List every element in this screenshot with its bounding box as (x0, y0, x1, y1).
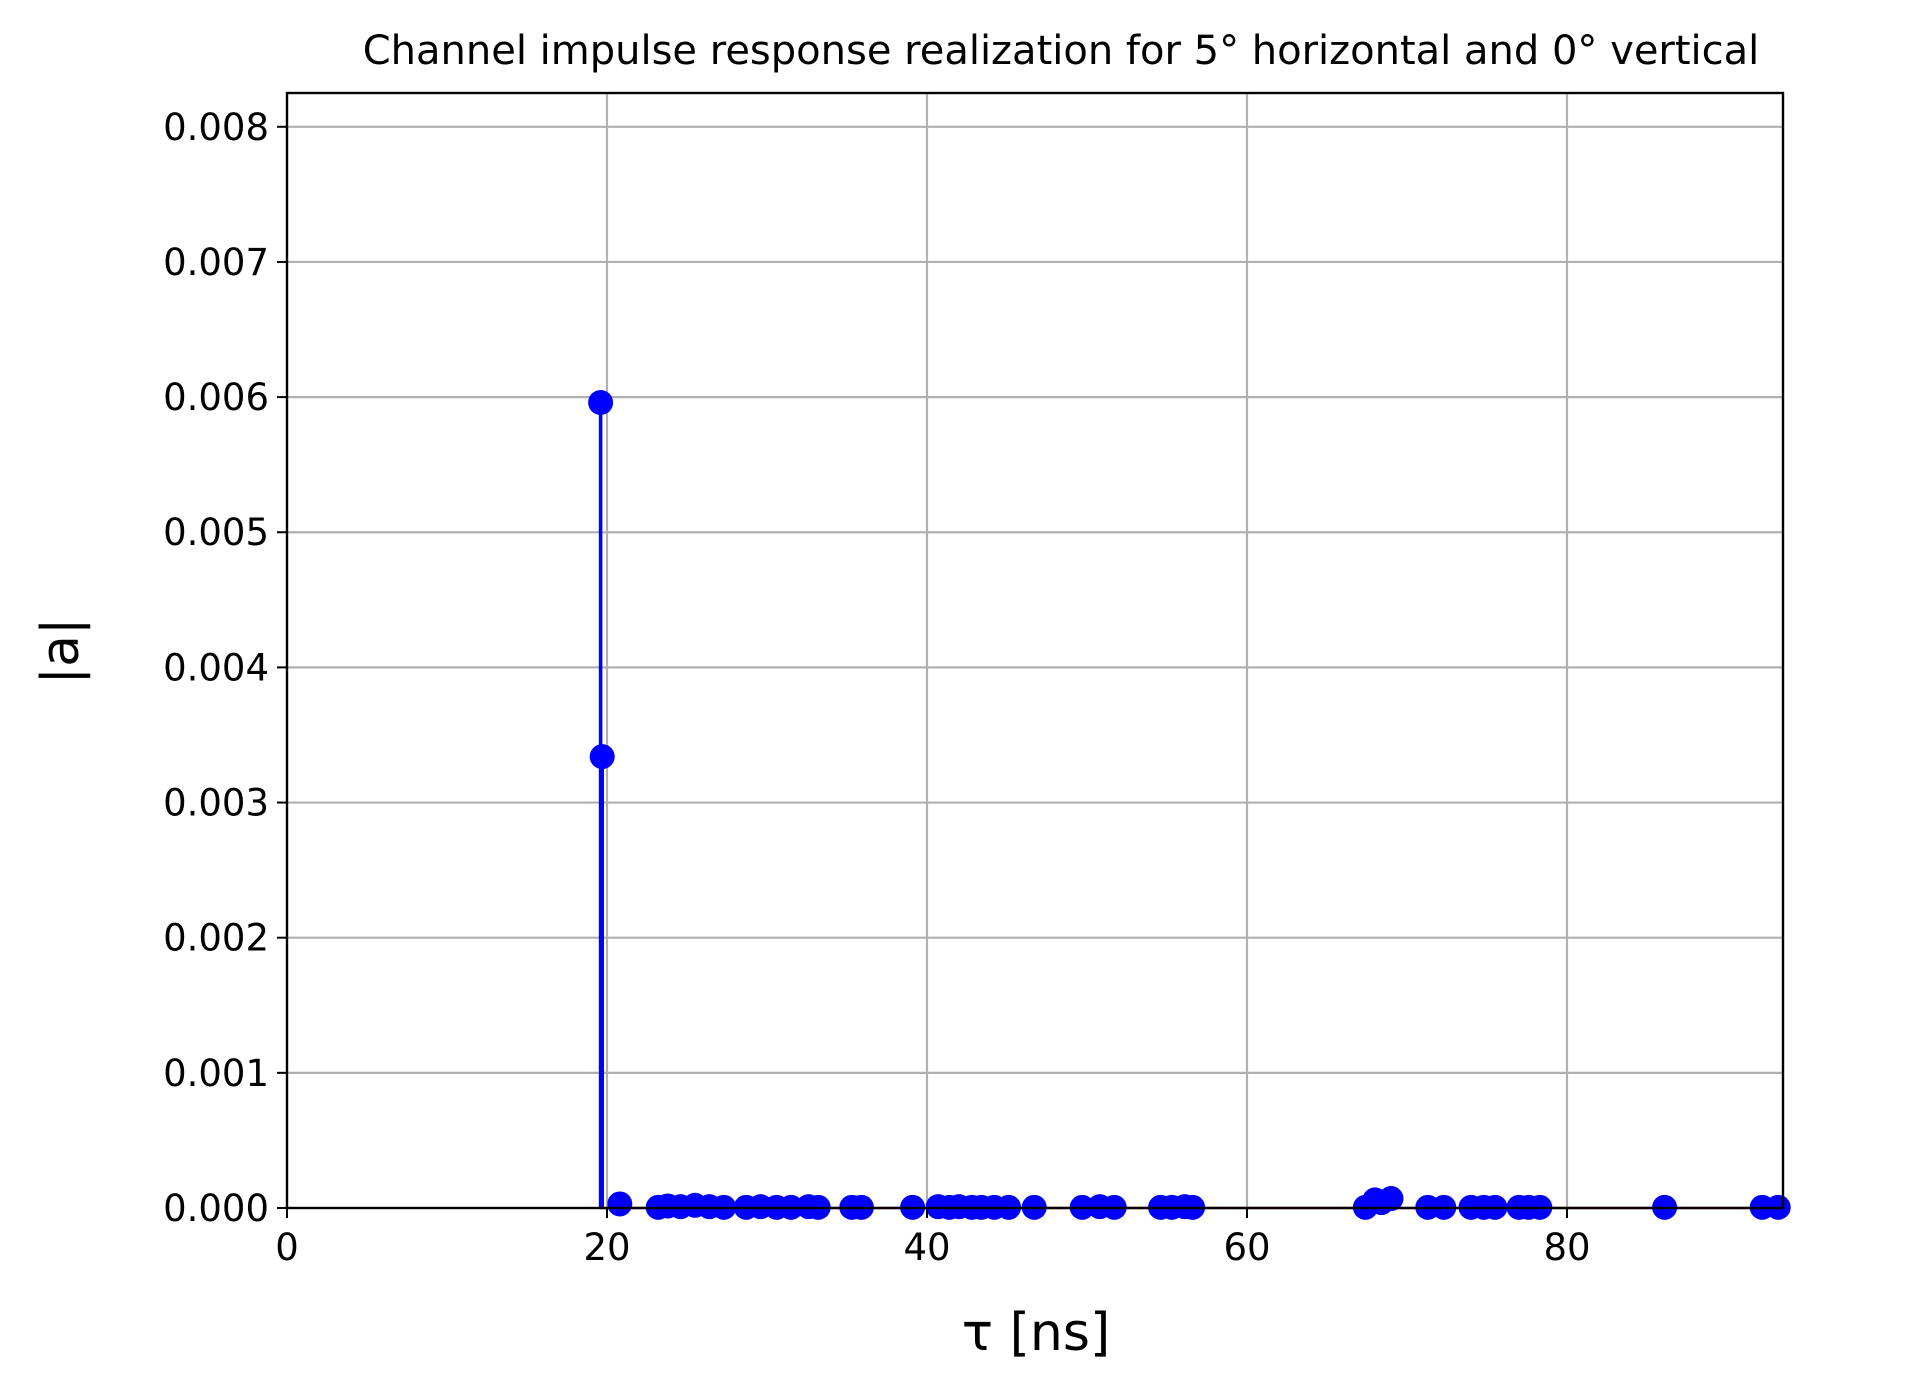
y-axis-label: |a| (31, 618, 91, 685)
stem-marker (589, 744, 615, 770)
x-axis: 0 20 40 60 80 (275, 1208, 1591, 1269)
plot-frame (285, 91, 1785, 1210)
y-axis: 0.000 0.001 0.002 0.003 0.004 0.005 0.006 0.007… (163, 106, 287, 1230)
stem-marker (588, 389, 614, 415)
y-tick-label: 0.005 (163, 511, 269, 554)
y-tick-label: 0.003 (163, 782, 269, 825)
x-tick-label: 60 (1223, 1226, 1270, 1269)
y-tick-label: 0.006 (163, 376, 269, 419)
grid (287, 93, 1783, 1208)
stems (598, 402, 1780, 1208)
y-tick-label: 0.001 (163, 1052, 269, 1095)
y-tick-label: 0.000 (163, 1187, 269, 1230)
x-tick-label: 20 (583, 1226, 630, 1269)
x-tick-label: 40 (903, 1226, 950, 1269)
y-tick-label: 0.007 (163, 241, 269, 284)
x-tick-label: 80 (1543, 1226, 1590, 1269)
chart-title: Channel impulse response realization for… (363, 28, 1760, 74)
markers (588, 389, 1791, 1220)
stem-marker (1378, 1186, 1404, 1212)
x-tick-label: 0 (275, 1226, 299, 1269)
stem-marker (607, 1191, 633, 1217)
y-tick-label: 0.008 (163, 106, 269, 149)
y-tick-label: 0.002 (163, 917, 269, 960)
x-axis-label: τ [ns] (962, 1303, 1110, 1363)
y-tick-label: 0.004 (163, 646, 269, 689)
